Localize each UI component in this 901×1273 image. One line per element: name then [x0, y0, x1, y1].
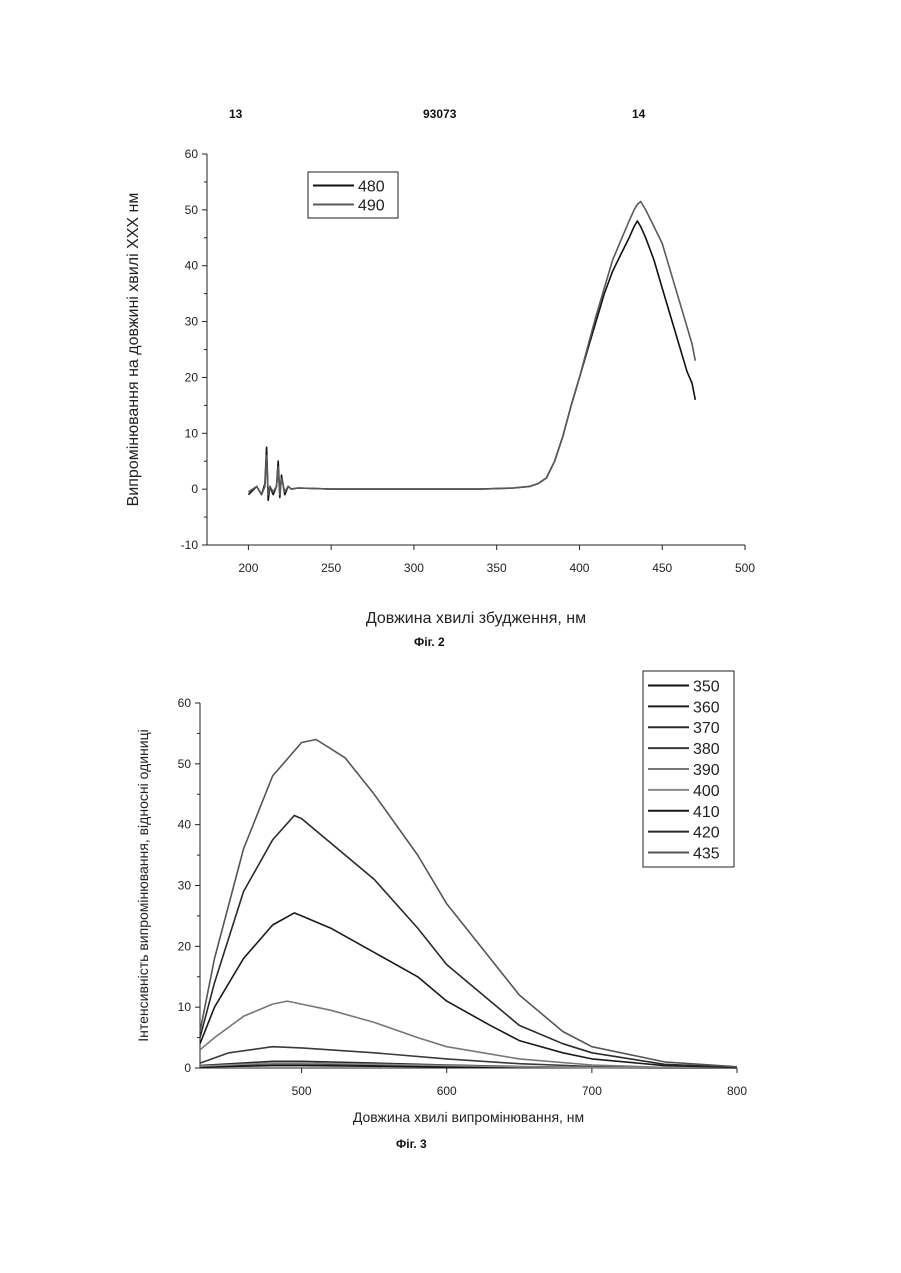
- fig3-x-tick-label-1: 600: [437, 1084, 457, 1098]
- fig2-x-tick-label-5: 450: [652, 561, 672, 575]
- fig3-y-tick-label-2: 20: [178, 939, 192, 953]
- fig2-y-tick-label-4: 30: [185, 315, 199, 329]
- fig2-y-tick-label-5: 40: [185, 259, 199, 273]
- fig2-y-tick-label-3: 20: [185, 370, 199, 384]
- fig3-y-tick-label-0: 0: [184, 1061, 191, 1075]
- fig3-y-tick-label-6: 60: [178, 696, 192, 710]
- fig3-x-axis-label: Довжина хвилі випромінювання, нм: [353, 1109, 584, 1125]
- fig2-series-line-480: [248, 221, 695, 500]
- fig3-legend-label-390: 390: [693, 762, 720, 779]
- fig3-legend-label-410: 410: [693, 804, 720, 821]
- fig2-legend-label-490: 490: [358, 198, 385, 215]
- fig3-legend-label-380: 380: [693, 741, 720, 758]
- fig3-legend-label-420: 420: [693, 825, 720, 842]
- fig3-series-line-390: [200, 1001, 737, 1068]
- fig2-x-axis-label: Довжина хвилі збудження, нм: [366, 610, 586, 627]
- fig3-legend-label-370: 370: [693, 720, 720, 737]
- fig2-x-tick-label-4: 400: [569, 561, 589, 575]
- fig3-legend-label-400: 400: [693, 783, 720, 800]
- fig2-x-tick-label-2: 300: [404, 561, 424, 575]
- figure-3-caption: Фіг. 3: [396, 1137, 427, 1151]
- fig2-legend-label-480: 480: [358, 179, 385, 196]
- fig3-legend-label-360: 360: [693, 699, 720, 716]
- fig2-y-tick-label-2: 10: [185, 426, 199, 440]
- fig2-x-tick-label-1: 250: [321, 561, 341, 575]
- fig2-series-line-490: [248, 202, 695, 495]
- fig2-y-axis-label: Випромінювання на довжині хвилі ХХХ нм: [125, 193, 142, 507]
- fig2-y-tick-label-0: -10: [181, 538, 199, 552]
- fig2-x-tick-label-3: 350: [487, 561, 507, 575]
- fig3-series-line-410: [200, 913, 737, 1068]
- fig3-x-tick-label-3: 800: [727, 1084, 747, 1098]
- fig2-x-tick-label-0: 200: [238, 561, 258, 575]
- fig3-x-tick-label-0: 500: [292, 1084, 312, 1098]
- fig3-y-tick-label-4: 40: [178, 818, 192, 832]
- figure-2-caption: Фіг. 2: [414, 635, 445, 649]
- fig3-x-tick-label-2: 700: [582, 1084, 602, 1098]
- fig3-legend-label-435: 435: [693, 846, 720, 863]
- fig3-y-tick-label-3: 30: [178, 879, 192, 893]
- figures-canvas: -100102030405060200250300350400450500Дов…: [0, 0, 901, 1273]
- fig3-y-axis-label: Інтенсивність випромінювання, відносні о…: [135, 729, 151, 1041]
- fig2-y-tick-label-7: 60: [185, 147, 199, 161]
- fig3-legend-label-350: 350: [693, 678, 720, 695]
- fig2-y-tick-label-6: 50: [185, 203, 199, 217]
- fig3-y-tick-label-1: 10: [178, 1000, 192, 1014]
- fig3-y-tick-label-5: 50: [178, 757, 192, 771]
- fig2-y-tick-label-1: 0: [191, 482, 198, 496]
- fig2-x-tick-label-6: 500: [735, 561, 755, 575]
